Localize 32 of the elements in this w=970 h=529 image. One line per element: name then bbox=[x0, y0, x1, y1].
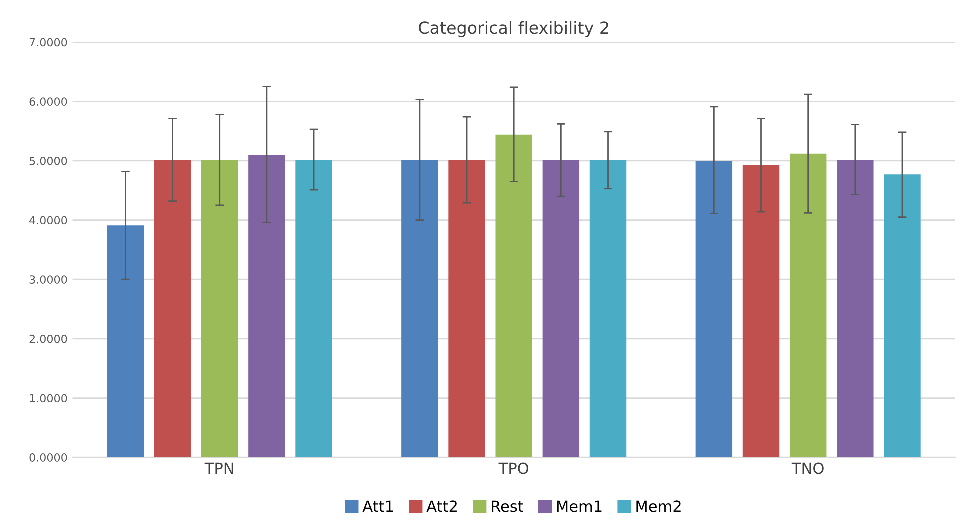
x-tick-label: TPO bbox=[498, 462, 529, 474]
x-tick-label: TNO bbox=[792, 462, 824, 474]
bar bbox=[154, 160, 192, 458]
bar bbox=[590, 160, 627, 458]
x-tick-label: TPN bbox=[204, 462, 234, 474]
legend-label: Rest bbox=[492, 500, 524, 512]
legend-label: Att1 bbox=[362, 500, 394, 512]
y-tick-label: 6.0000 bbox=[30, 98, 68, 106]
bar bbox=[790, 154, 827, 458]
bar bbox=[884, 174, 921, 458]
bar bbox=[496, 134, 532, 458]
bar bbox=[837, 160, 874, 458]
legend-label: Att2 bbox=[426, 500, 457, 512]
y-tick-label: 4.0000 bbox=[30, 216, 68, 225]
bar bbox=[296, 160, 332, 458]
y-tick-label: 2.0000 bbox=[30, 334, 68, 344]
y-tick-label: 5.0000 bbox=[30, 156, 68, 166]
bar bbox=[402, 160, 438, 458]
bar bbox=[742, 165, 780, 458]
y-tick-label: 3.0000 bbox=[30, 276, 68, 284]
legend-label: Mem2 bbox=[636, 500, 681, 512]
legend-label: Mem1 bbox=[557, 500, 602, 512]
bar bbox=[202, 160, 238, 458]
bar bbox=[542, 160, 580, 458]
y-tick-label: 1.0000 bbox=[30, 394, 68, 403]
y-tick-label: 0.0000 bbox=[30, 454, 68, 462]
bar bbox=[248, 155, 286, 458]
y-tick-label: 7.0000 bbox=[30, 38, 68, 47]
bar bbox=[107, 226, 144, 458]
chart-title: Categorical flexibility 2 bbox=[419, 21, 608, 38]
bar bbox=[696, 160, 733, 458]
bar bbox=[448, 160, 486, 458]
